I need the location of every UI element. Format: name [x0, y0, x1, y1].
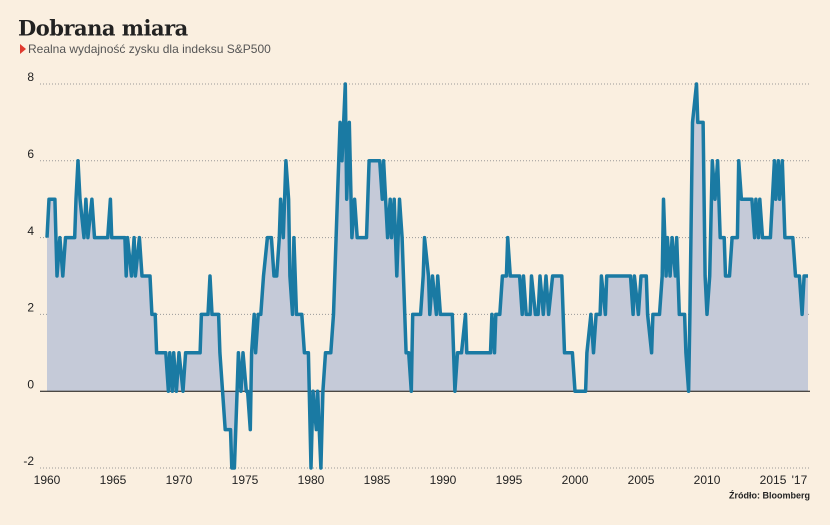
x-tick-label: 2000 — [562, 473, 589, 487]
y-tick-label: 4 — [27, 224, 34, 238]
chart-subtitle: Realna wydajność zysku dla indeksu S&P50… — [28, 42, 271, 56]
x-tick-label: 1980 — [298, 473, 325, 487]
x-tick-label: '17 — [792, 473, 808, 487]
x-tick-label: 2015 — [760, 473, 787, 487]
line — [45, 82, 808, 470]
y-tick-label: 6 — [27, 147, 34, 161]
subtitle-marker — [20, 44, 26, 54]
y-tick-label: -2 — [23, 454, 34, 468]
y-tick-label: 8 — [27, 70, 34, 84]
x-tick-label: 1985 — [364, 473, 391, 487]
x-tick-label: 2005 — [628, 473, 655, 487]
x-tick-label: 1960 — [34, 473, 61, 487]
y-tick-label: 0 — [27, 377, 34, 391]
x-tick-label: 1970 — [166, 473, 193, 487]
y-tick-label: 2 — [27, 301, 34, 315]
x-tick-label: 2010 — [694, 473, 721, 487]
chart-title: Dobrana miara — [18, 16, 189, 41]
source: Źródło: Bloomberg — [729, 490, 810, 500]
x-tick-label: 1965 — [100, 473, 127, 487]
x-tick-label: 1995 — [496, 473, 523, 487]
x-tick-label: 1990 — [430, 473, 457, 487]
x-tick-label: 1975 — [232, 473, 259, 487]
